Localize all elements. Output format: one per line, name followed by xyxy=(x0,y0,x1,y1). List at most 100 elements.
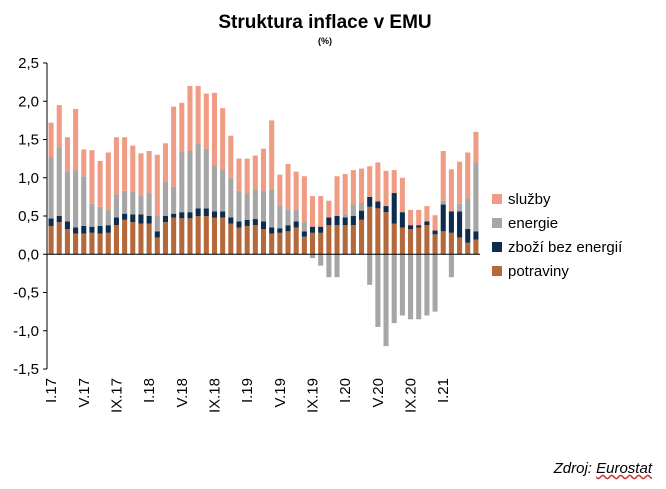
bar-II.19-s0 xyxy=(252,225,258,255)
y-tick-label: -1,5 xyxy=(13,361,39,378)
bar-I.21-s3 xyxy=(440,150,446,201)
bar-VI.19-s2 xyxy=(285,209,291,226)
bar-IX.18-s1 xyxy=(211,211,218,218)
bar-VIII.18-s1 xyxy=(203,208,209,216)
chart-title: Struktura inflace v EMU xyxy=(218,12,432,33)
bar-IV.18-s2 xyxy=(171,186,177,214)
bar-X.20-s2 xyxy=(416,254,422,320)
y-tick-label: 0,0 xyxy=(18,246,39,263)
bar-VI.20-s3 xyxy=(383,170,389,207)
bar-III.21-s0 xyxy=(457,237,463,255)
legend-swatch xyxy=(492,266,502,276)
bar-VIII.20-s0 xyxy=(399,227,405,255)
bar-III.17-s2 xyxy=(64,171,70,222)
bar-X.19-s3 xyxy=(318,196,324,227)
y-tick-label: 2,5 xyxy=(18,55,39,72)
bar-XII.19-s3 xyxy=(334,176,340,216)
bar-XI.17-s3 xyxy=(130,145,136,192)
bar-II.17-s1 xyxy=(56,216,62,223)
bar-II.18-s2 xyxy=(154,216,160,232)
bar-IV.17-s3 xyxy=(73,108,79,171)
bar-VII.18-s2 xyxy=(195,143,201,209)
bar-X.20-s1 xyxy=(416,225,422,228)
bar-VIII.17-s0 xyxy=(105,232,111,255)
bar-VII.17-s3 xyxy=(97,160,103,207)
bar-XI.19-s1 xyxy=(326,217,332,226)
bar-IV.21-s0 xyxy=(465,242,471,255)
x-tick-label: IX.18 xyxy=(207,378,224,413)
bar-I.20-s3 xyxy=(342,173,348,214)
bar-VII.17-s0 xyxy=(97,233,103,255)
bar-VII.19-s0 xyxy=(293,227,299,255)
bar-IX.19-s1 xyxy=(309,226,316,233)
bar-IX.19-s2 xyxy=(309,254,316,259)
bar-VIII.19-s1 xyxy=(301,231,307,237)
bar-I.19-s1 xyxy=(244,219,250,226)
bar-XI.20-s1 xyxy=(424,221,430,226)
bar-X.20-s3 xyxy=(416,209,422,226)
bar-V.18-s3 xyxy=(179,102,185,153)
bar-II.17-s3 xyxy=(56,105,62,148)
bar-XI.17-s0 xyxy=(130,222,136,255)
bar-X.18-s3 xyxy=(220,108,226,170)
bar-III.21-s1 xyxy=(457,211,463,238)
bar-VIII.20-s3 xyxy=(399,177,405,213)
bar-VII.18-s1 xyxy=(195,208,201,216)
bar-II.17-s0 xyxy=(56,222,62,255)
bar-X.20-s0 xyxy=(416,227,422,255)
bar-X.18-s1 xyxy=(220,211,226,218)
y-tick-label: -0,5 xyxy=(13,285,39,302)
x-tick-label: IX.19 xyxy=(305,378,322,413)
bar-V.21-s1 xyxy=(473,231,479,240)
bar-XII.17-s3 xyxy=(138,153,144,196)
bar-XII.18-s3 xyxy=(236,158,242,191)
bar-III.21-s3 xyxy=(457,161,463,204)
y-tick-label: -1,0 xyxy=(13,323,39,340)
bar-II.21-s1 xyxy=(448,211,454,233)
bar-XII.17-s0 xyxy=(138,223,144,255)
bar-X.18-s2 xyxy=(220,169,226,212)
bar-VI.17-s0 xyxy=(89,232,95,255)
bar-VI.18-s2 xyxy=(187,150,193,213)
bar-V.17-s0 xyxy=(81,233,87,255)
bar-V.21-s2 xyxy=(473,162,479,232)
bar-V.17-s1 xyxy=(81,225,87,234)
source-name: Eurostat xyxy=(596,460,652,477)
bar-XI.20-s2 xyxy=(424,254,430,316)
y-tick-label: 1,5 xyxy=(18,132,39,149)
bar-VI.20-s2 xyxy=(383,254,389,347)
bar-III.20-s0 xyxy=(359,219,365,255)
x-tick-label: IX.17 xyxy=(108,378,125,413)
bar-II.21-s0 xyxy=(448,232,454,255)
bar-XI.19-s3 xyxy=(326,200,332,218)
bar-I.21-s2 xyxy=(440,200,446,205)
bar-VI.19-s3 xyxy=(285,163,291,210)
x-tick-label: V.17 xyxy=(76,378,93,407)
bar-I.19-s3 xyxy=(244,158,250,194)
bar-XI.19-s0 xyxy=(326,225,332,255)
bar-IV.18-s3 xyxy=(171,106,177,187)
bar-III.19-s3 xyxy=(260,148,267,191)
bar-XI.20-s3 xyxy=(424,206,430,222)
bar-I.20-s0 xyxy=(342,225,348,255)
bar-VI.19-s1 xyxy=(285,225,291,232)
bar-VIII.20-s1 xyxy=(399,212,405,228)
bar-VI.20-s1 xyxy=(383,206,389,213)
bar-I.18-s2 xyxy=(146,193,152,216)
legend: služby energie zboží bez energií potraviny xyxy=(492,191,623,280)
bar-III.19-s0 xyxy=(260,229,267,255)
bar-V.19-s2 xyxy=(277,205,283,229)
bar-I.20-s2 xyxy=(342,213,348,218)
bar-IV.19-s2 xyxy=(269,189,275,228)
bar-IV.19-s0 xyxy=(269,233,275,255)
legend-swatch xyxy=(492,242,502,252)
bar-VIII.20-s2 xyxy=(399,254,405,316)
bar-XI.17-s2 xyxy=(130,191,136,215)
bar-IX.18-s2 xyxy=(211,165,218,212)
bar-I.17-s1 xyxy=(48,218,54,226)
bar-VII.20-s2 xyxy=(391,254,397,324)
bar-VII.18-s3 xyxy=(195,85,201,144)
bar-IV.20-s3 xyxy=(367,166,373,197)
bar-IV.17-s2 xyxy=(73,170,79,228)
